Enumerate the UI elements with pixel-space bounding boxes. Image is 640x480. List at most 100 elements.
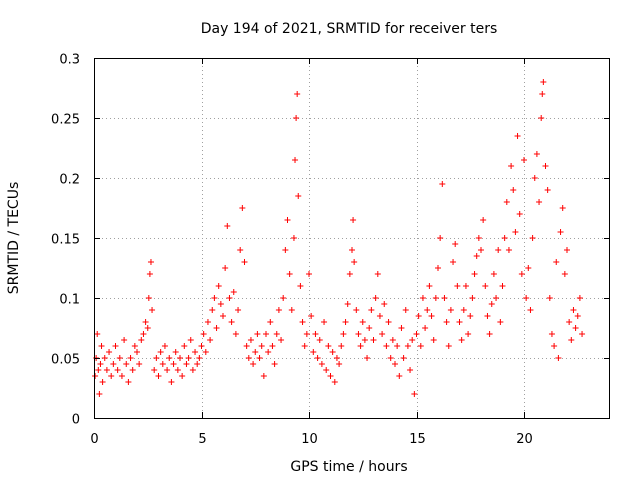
data-point <box>482 283 489 289</box>
y-axis-label: SRMTID / TECUs <box>6 182 22 295</box>
data-point <box>525 265 532 271</box>
data-point <box>568 337 575 343</box>
data-point <box>116 355 123 361</box>
data-point <box>269 343 276 349</box>
data-point <box>426 283 433 289</box>
data-point <box>394 343 401 349</box>
data-point <box>131 343 138 349</box>
data-point <box>286 271 293 277</box>
data-point <box>252 349 259 355</box>
data-point <box>329 349 336 355</box>
data-point <box>260 373 267 379</box>
data-point <box>544 187 551 193</box>
axis-ticks: 0 5 10 15 20 0 0.05 0.1 0.15 0.2 0.25 0.3 <box>51 53 610 447</box>
data-point <box>177 355 183 361</box>
data-point <box>529 235 536 241</box>
data-point <box>333 355 340 361</box>
data-point <box>503 199 510 205</box>
data-point <box>389 337 396 343</box>
data-point <box>267 319 274 325</box>
x-tick-label: 15 <box>409 432 426 447</box>
data-point <box>351 259 358 265</box>
data-point <box>301 343 308 349</box>
data-point <box>484 313 491 319</box>
data-point <box>129 367 136 373</box>
data-point <box>254 331 261 337</box>
data-point <box>185 355 192 361</box>
data-point <box>432 295 439 301</box>
y-tick-label: 0.05 <box>51 353 80 368</box>
data-point <box>198 343 205 349</box>
data-point <box>523 295 530 301</box>
data-point <box>284 217 291 223</box>
data-point <box>256 355 263 361</box>
data-point <box>114 367 121 373</box>
data-point <box>430 337 437 343</box>
data-point <box>95 367 102 373</box>
data-point <box>374 271 381 277</box>
data-point <box>192 349 199 355</box>
data-point <box>357 343 364 349</box>
data-point <box>376 313 383 319</box>
data-point <box>250 361 257 367</box>
data-point <box>454 283 461 289</box>
data-point <box>166 355 173 361</box>
data-point <box>170 361 177 367</box>
data-point <box>136 361 143 367</box>
data-point <box>149 307 156 313</box>
data-point <box>385 319 392 325</box>
data-point <box>381 301 388 307</box>
data-point <box>407 367 414 373</box>
data-point <box>127 355 134 361</box>
data-point <box>331 379 338 385</box>
data-points <box>92 79 586 397</box>
data-point <box>189 367 196 373</box>
data-point <box>98 343 105 349</box>
y-tick-label: 0.15 <box>51 233 80 248</box>
data-point <box>94 331 101 337</box>
y-tick-label: 0 <box>72 413 80 428</box>
data-point <box>460 307 467 313</box>
data-point <box>96 391 103 397</box>
data-point <box>226 295 233 301</box>
data-point <box>471 271 478 277</box>
data-point <box>379 331 386 337</box>
data-point <box>280 295 287 301</box>
data-point <box>579 331 586 337</box>
data-point <box>480 217 487 223</box>
data-point <box>200 331 207 337</box>
data-point <box>400 355 407 361</box>
data-point <box>318 361 325 367</box>
data-point <box>220 313 226 319</box>
data-point <box>144 325 151 331</box>
data-point <box>174 367 181 373</box>
data-point <box>510 187 517 193</box>
data-point <box>441 295 448 301</box>
data-point <box>310 349 317 355</box>
data-point <box>297 283 304 289</box>
data-point <box>202 349 209 355</box>
data-point <box>355 331 362 337</box>
data-point <box>213 325 220 331</box>
data-point <box>265 349 272 355</box>
data-point <box>194 361 201 367</box>
data-point <box>271 361 278 367</box>
data-point <box>439 181 446 187</box>
data-point <box>155 373 162 379</box>
y-tick-label: 0.2 <box>59 173 80 188</box>
data-point <box>349 247 355 253</box>
data-point <box>419 295 426 301</box>
data-point <box>209 307 216 313</box>
data-point <box>97 361 104 367</box>
data-point <box>538 115 545 121</box>
data-point <box>243 343 250 349</box>
data-point <box>103 367 110 373</box>
data-point <box>411 391 418 397</box>
data-point <box>361 337 368 343</box>
data-point <box>293 115 300 121</box>
y-tick-label: 0.1 <box>59 293 80 308</box>
data-point <box>422 325 429 331</box>
data-point <box>288 307 295 313</box>
data-point <box>294 91 301 97</box>
data-point <box>518 271 525 277</box>
